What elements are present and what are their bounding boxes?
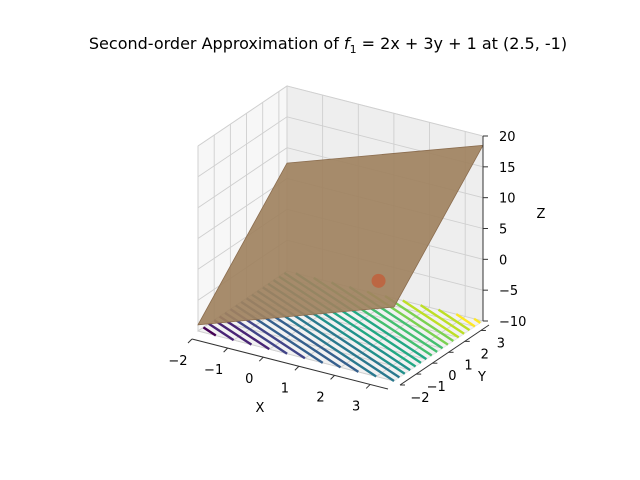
x-tick-mark bbox=[223, 347, 228, 353]
x-tick-label: 1 bbox=[281, 381, 289, 396]
z-tick-label: −10 bbox=[499, 315, 526, 330]
y-tick-label: −1 bbox=[427, 380, 446, 395]
x-tick-label: 0 bbox=[245, 372, 253, 387]
contour-line bbox=[437, 308, 471, 332]
y-tick-label: 2 bbox=[481, 347, 489, 362]
contour-line bbox=[402, 299, 460, 339]
z-tick-label: 10 bbox=[499, 192, 516, 207]
x-axis-label: X bbox=[256, 401, 265, 416]
x-axis-line bbox=[191, 338, 389, 390]
y-axis-line bbox=[399, 324, 490, 386]
x-tick-mark bbox=[330, 375, 335, 380]
x-tick-mark bbox=[294, 365, 300, 371]
chart-title: Second-order Approximation of f1 = 2x + … bbox=[89, 34, 567, 56]
contour-line bbox=[208, 322, 235, 342]
z-tick-label: 0 bbox=[499, 253, 507, 268]
contour-line bbox=[213, 319, 253, 346]
z-axis-label: Z bbox=[537, 207, 546, 222]
x-tick-mark bbox=[258, 356, 264, 362]
x-tick-label: 3 bbox=[352, 399, 360, 414]
x-tick-mark bbox=[187, 338, 193, 344]
z-tick-label: 20 bbox=[499, 130, 516, 145]
contour-line bbox=[384, 294, 454, 343]
y-axis-label: Y bbox=[477, 370, 486, 385]
z-tick-label: 15 bbox=[499, 161, 516, 176]
contour-line bbox=[473, 317, 481, 324]
point-layer bbox=[371, 273, 386, 288]
y-tick-label: −2 bbox=[410, 391, 429, 406]
x-tick-label: 2 bbox=[316, 390, 324, 405]
y-tick-label: 3 bbox=[497, 336, 505, 351]
grid-line-z bbox=[197, 116, 484, 178]
z-tick-label: −5 bbox=[499, 284, 518, 299]
z-tick-label: 5 bbox=[499, 223, 507, 238]
x-tick-label: −1 bbox=[204, 363, 223, 378]
contour-line bbox=[455, 313, 476, 328]
grid-line-z bbox=[197, 85, 484, 147]
x-tick-mark bbox=[365, 384, 371, 389]
contour-line bbox=[202, 326, 217, 337]
contour-line bbox=[419, 304, 465, 335]
expansion-point bbox=[371, 273, 386, 288]
y-tick-label: 0 bbox=[448, 369, 456, 384]
y-tick-label: 1 bbox=[464, 358, 472, 373]
x-tick-label: −2 bbox=[168, 354, 187, 369]
